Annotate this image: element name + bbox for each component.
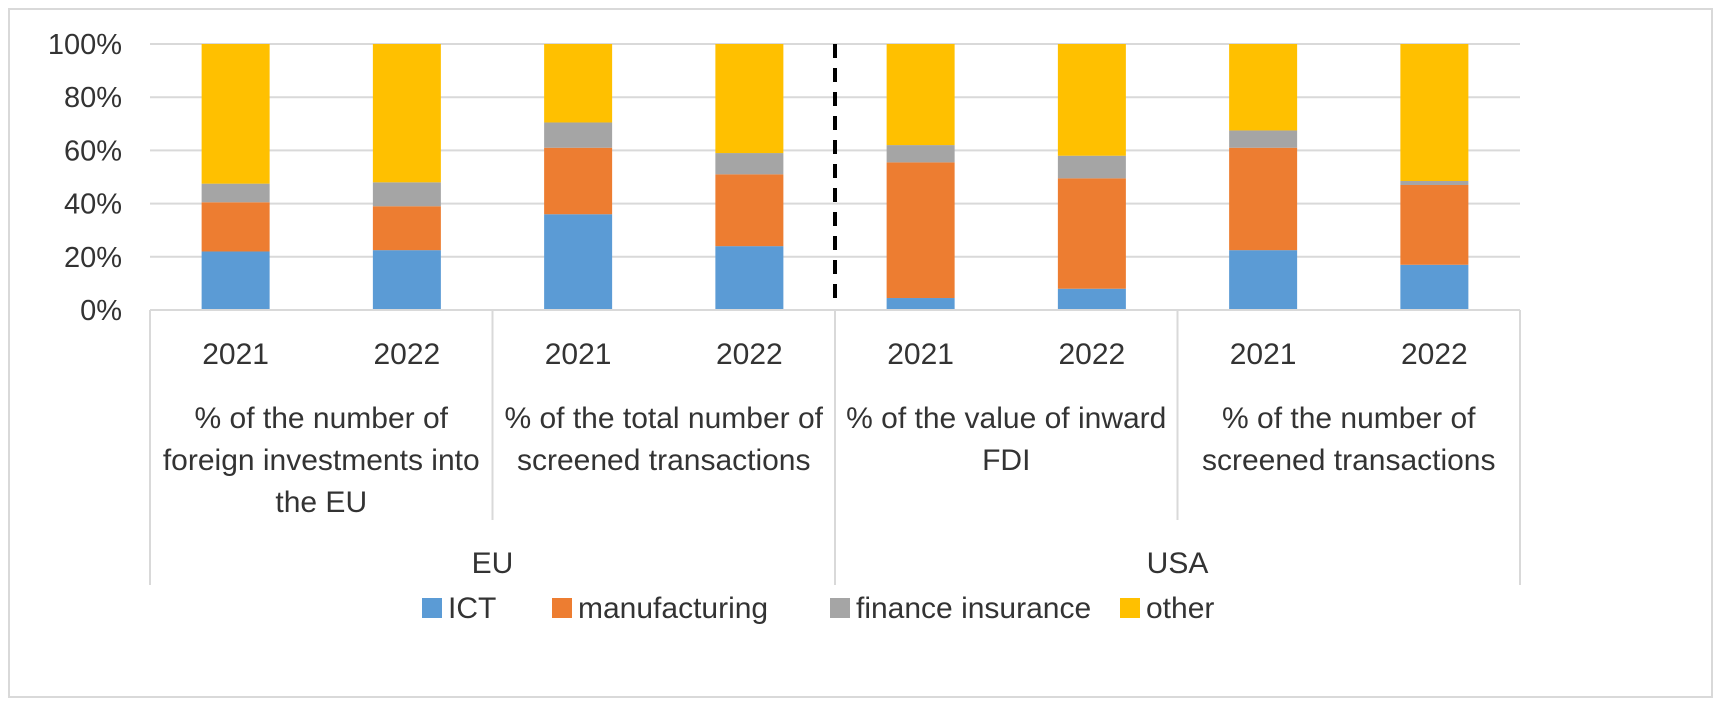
bar-segment-finance-insurance [1400,180,1469,185]
bar-segment-finance-insurance [201,183,270,203]
bar-segment-ICT [715,246,784,310]
bar-segment-other [1229,44,1298,131]
legend-label: manufacturing [578,592,768,625]
x-group-label: % of the number of foreign investments in… [163,402,480,519]
bars [201,44,1469,310]
legend-label: other [1146,592,1214,625]
stacked-bar-chart: 0%20%40%60%80%100% 2021 2022 2021 2022 2021 2… [48,29,1521,625]
bar-segment-other [1057,44,1126,156]
bar-segment-manufacturing [715,174,784,247]
x-category-label: 2022 [1059,338,1126,371]
bar-segment-manufacturing [544,147,613,215]
x-category-label: 2021 [545,338,612,371]
category-axis [149,44,1521,585]
bar-segment-ICT [1229,250,1298,310]
bar-segment-finance-insurance [886,145,955,163]
bar-segment-other [544,44,613,123]
x-group-label-line: % of the value of inward [846,402,1166,435]
x-category-label: 2022 [716,338,783,371]
bar-segment-ICT [201,251,270,310]
bar-segment-finance-insurance [715,153,784,175]
x-category-label: 2021 [202,338,269,371]
legend-swatch-manufacturing [552,598,572,618]
y-tick-label: 20% [64,242,122,274]
y-tick-label: 100% [48,29,122,61]
bar-segment-other [886,44,955,146]
chart-frame: 0% 20% 40% 60% 80% 100% 2021 2022 2021 2022 2021 2… [8,8,1713,698]
x-group-label-line: screened transactions [517,444,811,477]
x-group-label-line: screened transactions [1202,444,1496,477]
y-tick-label: 60% [64,135,122,167]
y-tick-label: 80% [64,82,122,114]
x-group-label: % of the total number of screened transac… [504,402,823,477]
legend-label: ICT [448,592,496,625]
y-tick-label: 40% [64,189,122,221]
x-group-label-line: the EU [275,486,367,519]
bar-segment-manufacturing [886,162,955,299]
legend-swatch-finance-insurance [830,598,850,618]
y-tick-label: 0% [80,295,122,327]
bar-segment-other [372,44,441,183]
x-group-label-line: % of the number of [1222,402,1476,435]
x-category-label: 2021 [887,338,954,371]
bar-segment-other [201,44,270,184]
bar-segment-other [1400,44,1469,181]
x-group-label-line: % of the total number of [504,402,823,435]
x-category-label: 2021 [1230,338,1297,371]
x-region-label: EU [472,547,514,580]
bar-segment-manufacturing [1229,147,1298,251]
legend-swatch-other [1120,598,1140,618]
x-category-label: 2022 [374,338,441,371]
legend-swatch-ICT [422,598,442,618]
bar-segment-ICT [886,298,955,310]
bar-segment-finance-insurance [544,122,613,148]
bar-segment-ICT [1057,288,1126,310]
bar-segment-manufacturing [1057,178,1126,289]
x-group-label-line: FDI [982,444,1030,477]
x-category-label: 2022 [1401,338,1468,371]
bar-segment-ICT [544,214,613,310]
x-group-label: % of the number of screened transactions [1202,402,1496,477]
y-axis-ticks: 0% 20% 40% 60% 80% 100% [48,29,122,327]
bar-segment-ICT [1400,264,1469,310]
x-group-label: % of the value of inward FDI [846,402,1166,477]
bar-segment-finance-insurance [1057,155,1126,179]
bar-segment-ICT [372,250,441,310]
legend: ICT manufacturing finance insurance other [422,592,1214,625]
bar-segment-manufacturing [1400,184,1469,265]
bar-segment-finance-insurance [1229,130,1298,148]
bar-segment-finance-insurance [372,182,441,207]
bar-segment-manufacturing [372,206,441,251]
bar-segment-other [715,44,784,154]
legend-label: finance insurance [856,592,1091,625]
x-region-label: USA [1147,547,1209,580]
x-axis-labels: 2021 2022 2021 2022 2021 2022 2021 2022 % of the… [163,338,1496,580]
x-group-label-line: % of the number of [195,402,449,435]
x-group-label-line: foreign investments into [163,444,480,477]
bar-segment-manufacturing [201,202,270,252]
